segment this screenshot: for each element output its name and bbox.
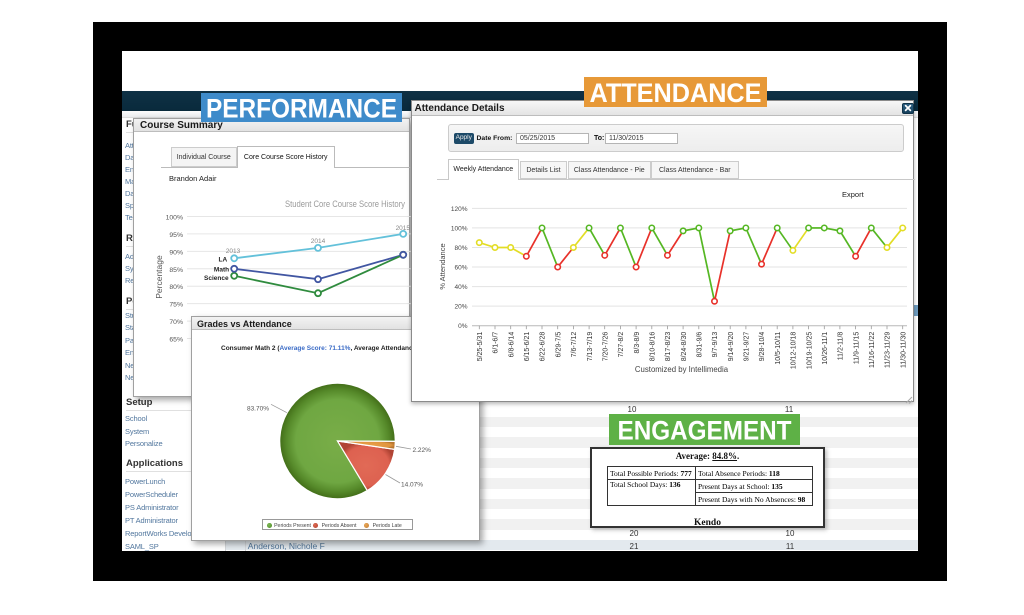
- svg-text:Customized by Intellimedia: Customized by Intellimedia: [634, 365, 728, 374]
- svg-text:9/28-10/4: 9/28-10/4: [759, 331, 766, 361]
- svg-text:83.70%: 83.70%: [247, 405, 269, 412]
- svg-text:PERFORMANCE: PERFORMANCE: [206, 92, 397, 123]
- svg-text:Science: Science: [204, 275, 229, 282]
- svg-text:% Attendance: % Attendance: [438, 243, 447, 289]
- svg-text:7/20-7/26: 7/20-7/26: [602, 331, 609, 361]
- svg-text:LA: LA: [219, 257, 228, 264]
- svg-text:10/26-11/1: 10/26-11/1: [822, 331, 829, 364]
- svg-text:80%: 80%: [169, 284, 183, 291]
- svg-text:7/13-7/19: 7/13-7/19: [586, 331, 593, 361]
- svg-text:11/16-11/22: 11/16-11/22: [869, 331, 876, 367]
- svg-text:6/15-6/21: 6/15-6/21: [524, 331, 531, 361]
- svg-text:90%: 90%: [169, 249, 183, 256]
- svg-text:85%: 85%: [169, 267, 183, 274]
- svg-text:9/7-9/13: 9/7-9/13: [712, 331, 719, 357]
- svg-text:ENGAGEMENT: ENGAGEMENT: [618, 414, 792, 445]
- svg-text:5/25-5/31: 5/25-5/31: [477, 331, 484, 361]
- svg-text:Student Core Course Score Hist: Student Core Course Score History: [285, 199, 405, 209]
- svg-text:100%: 100%: [450, 225, 467, 232]
- svg-text:10/19-10/25: 10/19-10/25: [806, 331, 813, 368]
- svg-text:8/3-8/9: 8/3-8/9: [633, 331, 640, 353]
- svg-text:6/1-6/7: 6/1-6/7: [492, 331, 499, 353]
- svg-text:6/29-7/5: 6/29-7/5: [555, 331, 562, 357]
- svg-text:120%: 120%: [450, 205, 467, 212]
- svg-text:65%: 65%: [169, 337, 183, 344]
- svg-text:ATTENDANCE: ATTENDANCE: [589, 77, 761, 108]
- svg-text:2015: 2015: [396, 225, 411, 232]
- svg-text:9/21-9/27: 9/21-9/27: [743, 331, 750, 361]
- svg-text:70%: 70%: [169, 319, 183, 326]
- svg-text:75%: 75%: [169, 302, 183, 309]
- svg-text:11/30-11/30: 11/30-11/30: [900, 331, 907, 367]
- svg-text:Percentage: Percentage: [154, 255, 164, 299]
- svg-text:8/24-8/30: 8/24-8/30: [680, 331, 687, 361]
- svg-text:Math: Math: [214, 267, 229, 274]
- svg-text:7/27-8/2: 7/27-8/2: [618, 331, 625, 357]
- svg-text:9/14-9/20: 9/14-9/20: [727, 331, 734, 361]
- svg-text:2014: 2014: [311, 238, 326, 245]
- svg-text:6/8-6/14: 6/8-6/14: [508, 331, 515, 357]
- svg-text:80%: 80%: [454, 245, 467, 252]
- svg-text:60%: 60%: [454, 264, 467, 271]
- svg-text:7/6-7/12: 7/6-7/12: [571, 331, 578, 357]
- svg-text:11/9-11/15: 11/9-11/15: [853, 331, 860, 364]
- svg-text:40%: 40%: [454, 284, 467, 291]
- svg-text:2013: 2013: [226, 248, 241, 255]
- svg-text:11/23-11/29: 11/23-11/29: [884, 331, 891, 367]
- svg-text:11/2-11/8: 11/2-11/8: [837, 331, 844, 360]
- svg-text:10/5-10/11: 10/5-10/11: [774, 331, 781, 364]
- svg-text:2.22%: 2.22%: [413, 447, 432, 454]
- svg-text:8/17-8/23: 8/17-8/23: [665, 331, 672, 361]
- svg-text:100%: 100%: [166, 215, 183, 222]
- svg-text:8/10-8/16: 8/10-8/16: [649, 331, 656, 361]
- svg-text:0%: 0%: [458, 323, 468, 330]
- svg-text:95%: 95%: [169, 232, 183, 239]
- svg-text:8/31-9/6: 8/31-9/6: [696, 331, 703, 357]
- svg-text:6/22-6/28: 6/22-6/28: [539, 331, 546, 361]
- svg-text:10/12-10/18: 10/12-10/18: [790, 331, 797, 368]
- svg-text:20%: 20%: [454, 303, 467, 310]
- svg-text:14.07%: 14.07%: [401, 481, 423, 488]
